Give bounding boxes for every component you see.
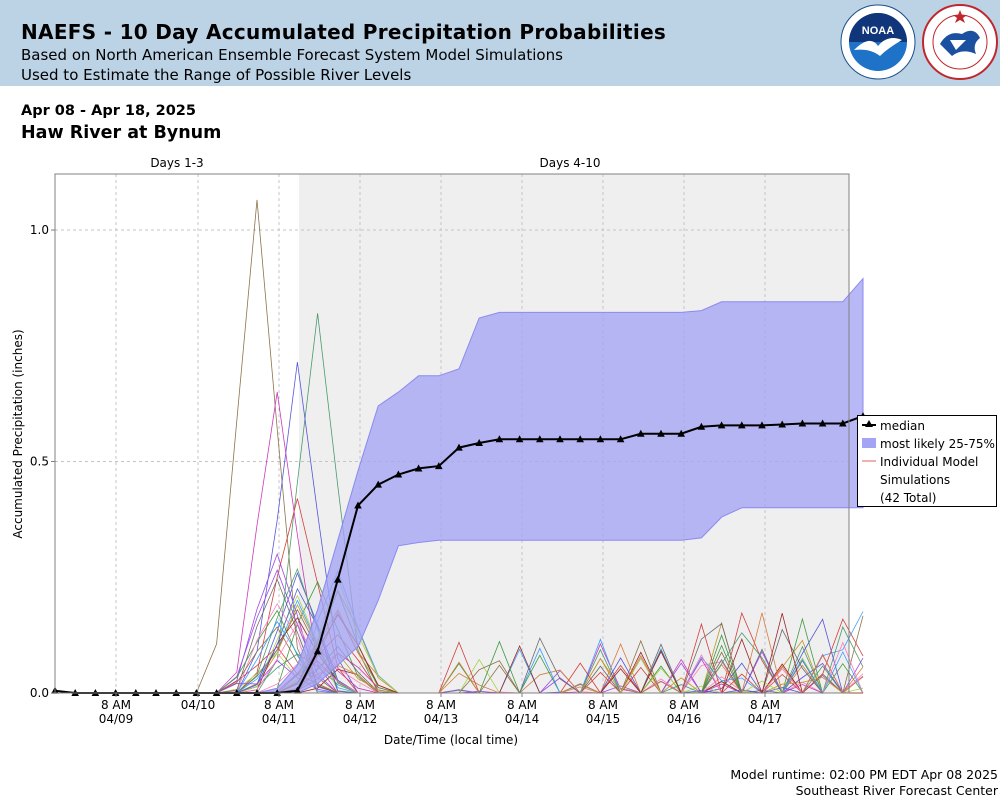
median-point (495, 435, 504, 443)
median-point (515, 435, 524, 443)
legend-individual-count: (42 Total) (880, 491, 937, 505)
median-point (475, 438, 483, 446)
median-point (556, 435, 564, 443)
svg-text:NOAA: NOAA (862, 25, 894, 37)
median-point (738, 421, 746, 429)
legend-item-individual: Individual Model (862, 453, 978, 469)
median-point (778, 420, 786, 428)
median-point (455, 443, 463, 451)
x-tick-label-time: 8 AM (669, 698, 699, 712)
legend-band-label: most likely 25-75% (880, 437, 995, 451)
median-point (596, 435, 605, 443)
percentile-25-75-band (55, 277, 864, 694)
median-point (717, 421, 726, 429)
median-point (435, 462, 443, 470)
x-tick-label-time: 8 AM (264, 698, 294, 712)
median-point (839, 419, 847, 427)
subtitle-purpose: Used to Estimate the Range of Possible R… (21, 66, 412, 84)
x-tick-label-date: 04/12 (343, 712, 378, 726)
x-tick-label-date: 04/15 (586, 712, 621, 726)
median-point (576, 435, 584, 443)
median-point (293, 686, 302, 694)
forecast-center: Southeast River Forecast Center (795, 783, 998, 798)
legend-item-median: median (862, 417, 925, 433)
header-banner: NAEFS - 10 Day Accumulated Precipitation… (0, 0, 1000, 86)
plot-border (54, 173, 850, 694)
median-point (798, 419, 807, 427)
median-point (334, 575, 342, 583)
x-tick-label-time: 8 AM (101, 698, 131, 712)
x-tick-label-date: 04/13 (424, 712, 459, 726)
legend-median-label: median (880, 419, 925, 433)
median-point (354, 501, 362, 509)
period-label-days-4-10: Days 4-10 (540, 156, 601, 170)
x-tick-label-time: 8 AM (345, 698, 375, 712)
legend-individual-swatch (862, 453, 876, 465)
y-tick-label: 1.0 (30, 223, 49, 237)
median-point (374, 480, 382, 488)
date-range: Apr 08 - Apr 18, 2025 (21, 103, 196, 119)
median-point (637, 429, 645, 437)
median-point (394, 470, 403, 478)
median-point (536, 435, 544, 443)
x-tick-label-date: 04/14 (505, 712, 540, 726)
subtitle-model: Based on North American Ensemble Forecas… (21, 46, 563, 64)
x-tick-label-date: 04/17 (748, 712, 783, 726)
median-point (657, 429, 665, 437)
y-tick-label: 0.0 (30, 686, 49, 700)
x-tick-label-time: 04/10 (181, 698, 216, 712)
x-tick-label-date: 04/11 (262, 712, 297, 726)
legend-individual-label-2: Simulations (880, 473, 951, 487)
median-point (414, 464, 423, 472)
legend-item-band: most likely 25-75% (862, 435, 995, 451)
y-axis-title: Accumulated Precipitation (inches) (11, 329, 25, 538)
legend-band-swatch (862, 435, 876, 448)
x-axis-title: Date/Time (local time) (384, 733, 518, 747)
x-tick-label-time: 8 AM (426, 698, 456, 712)
nws-logo-icon (922, 4, 998, 80)
median-point (677, 429, 685, 437)
period-label-days-1-3: Days 1-3 (150, 156, 203, 170)
x-tick-label-time: 8 AM (507, 698, 537, 712)
legend-individual-label: Individual Model (880, 455, 979, 469)
median-point (616, 435, 625, 443)
median-point (313, 647, 322, 655)
median-point (697, 422, 706, 430)
median-point (758, 421, 766, 429)
median-point (818, 419, 827, 427)
y-tick-label: 0.5 (30, 455, 49, 469)
x-tick-label-time: 8 AM (750, 698, 780, 712)
noaa-logo-icon: NOAA (840, 4, 916, 80)
page-title: NAEFS - 10 Day Accumulated Precipitation… (21, 20, 667, 44)
model-runtime: Model runtime: 02:00 PM EDT Apr 08 2025 (730, 767, 998, 782)
x-tick-label-date: 04/09 (99, 712, 134, 726)
station-name: Haw River at Bynum (21, 123, 222, 143)
x-tick-label-time: 8 AM (588, 698, 618, 712)
x-tick-label-date: 04/16 (667, 712, 702, 726)
chart-legend: median most likely 25-75% Individual Mod… (857, 415, 997, 507)
legend-median-swatch (862, 417, 876, 429)
